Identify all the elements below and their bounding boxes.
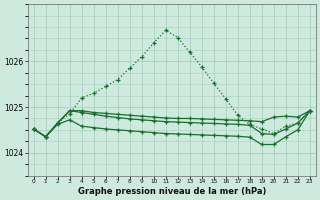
X-axis label: Graphe pression niveau de la mer (hPa): Graphe pression niveau de la mer (hPa)	[77, 187, 266, 196]
